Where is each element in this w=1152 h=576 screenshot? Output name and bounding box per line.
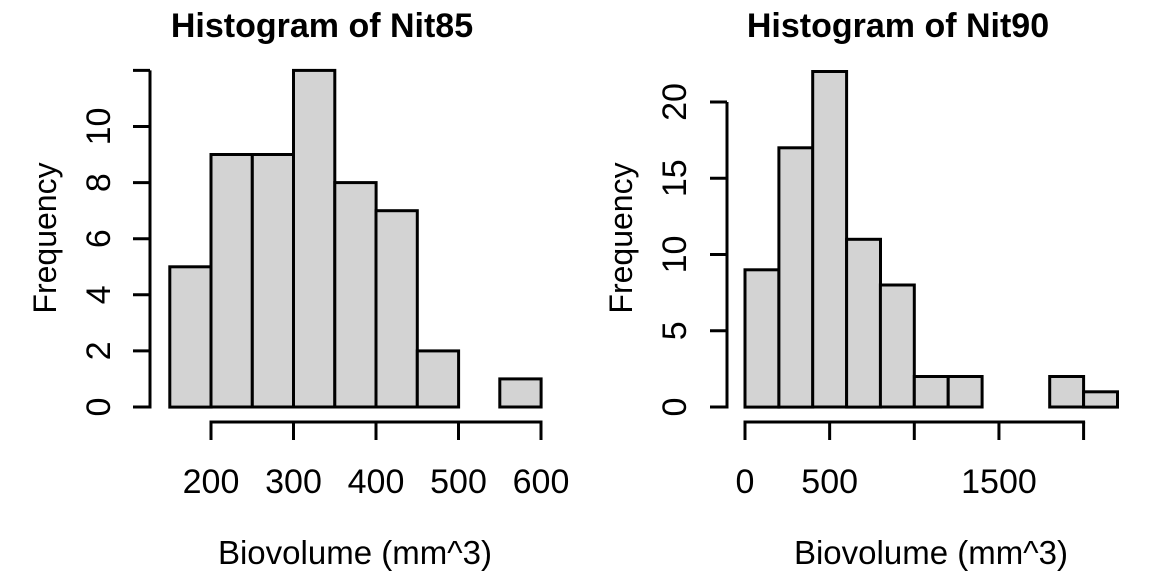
histogram-bar	[743, 268, 781, 409]
histogram-bar	[878, 283, 916, 409]
histogram-bar	[209, 153, 254, 409]
y-tick-label: 5	[656, 321, 694, 340]
histogram-bar	[1048, 375, 1086, 409]
histogram-bar	[415, 349, 461, 409]
chart-title: Histogram of Nit85	[170, 7, 474, 45]
y-tick-label: 0	[80, 398, 118, 417]
x-tick-label: 600	[513, 463, 570, 501]
histogram-bar	[777, 146, 815, 409]
y-tick-label: 10	[80, 108, 118, 146]
x-axis-title: Biovolume (mm^3)	[217, 534, 493, 571]
y-tick-label: 10	[656, 236, 694, 274]
chart-panel-nit85: Histogram of Nit85 Frequency 0 2 4 6 8 10 200 3…	[27, 7, 570, 571]
histogram-bar	[374, 209, 419, 409]
histogram-bar	[292, 68, 337, 409]
y-tick-label: 6	[80, 229, 118, 248]
histogram-bar	[912, 375, 950, 409]
histogram-plot-nit85: 0 2 4 6 8 10 200 300 400 500 600	[80, 68, 570, 501]
x-tick-label: 300	[265, 463, 322, 501]
x-tick-label: 200	[183, 463, 240, 501]
y-tick-label: 20	[656, 83, 694, 121]
histogram-bar	[168, 265, 213, 409]
x-tick-label: 500	[801, 463, 858, 501]
y-tick-label: 0	[656, 398, 694, 417]
y-tick-label: 4	[80, 285, 118, 304]
chart-title: Histogram of Nit90	[746, 7, 1050, 45]
histogram-bar	[1082, 390, 1120, 409]
histogram-bar	[811, 70, 849, 409]
y-tick-label: 15	[656, 159, 694, 197]
x-tick-label: 500	[430, 463, 487, 501]
histogram-bar	[250, 153, 296, 409]
y-tick-label: 8	[80, 173, 118, 192]
x-tick-label: 400	[348, 463, 405, 501]
histogram-bar	[333, 181, 378, 409]
x-tick-label: 1500	[961, 463, 1037, 501]
histogram-plot-nit90: 0 5 10 15 20 0 500 1500	[656, 70, 1120, 501]
y-tick-label: 2	[80, 341, 118, 360]
chart-panel-nit90: Histogram of Nit90 Frequency 0 5 10 15 20 0 50…	[576, 0, 1152, 576]
x-tick-label: 0	[736, 463, 755, 501]
histogram-bar	[946, 375, 984, 409]
histogram-bar	[845, 237, 883, 409]
x-axis-title: Biovolume (mm^3)	[793, 534, 1069, 571]
histogram-bar	[498, 377, 543, 409]
